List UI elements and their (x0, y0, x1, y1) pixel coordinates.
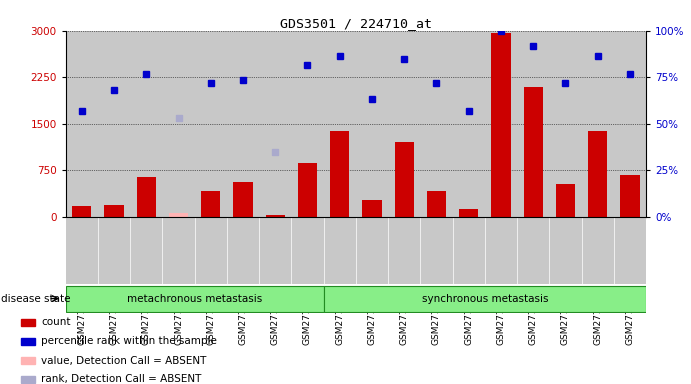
Bar (524, 87, 543, 217)
Bar (556, 184, 575, 217)
Bar (195, 217, 227, 284)
Bar (453, 217, 485, 284)
Bar (323, 31, 356, 217)
Text: count: count (41, 317, 71, 327)
Text: value, Detection Call = ABSENT: value, Detection Call = ABSENT (41, 356, 207, 366)
Bar (162, 217, 195, 284)
Bar (169, 213, 188, 217)
Bar (491, 33, 511, 217)
Bar (265, 215, 285, 217)
Bar (104, 205, 124, 217)
Bar (356, 31, 388, 217)
Bar (362, 200, 381, 217)
Bar (21, 338, 35, 345)
Bar (614, 217, 646, 284)
Bar (98, 217, 130, 284)
Bar (259, 31, 292, 217)
Text: percentile rank within the sample: percentile rank within the sample (41, 336, 218, 346)
Bar (356, 217, 388, 284)
Bar (388, 31, 420, 217)
Bar (420, 217, 453, 284)
Bar (21, 376, 35, 382)
Bar (292, 31, 323, 217)
Bar (582, 31, 614, 217)
Bar (162, 31, 195, 217)
Bar (130, 217, 162, 284)
Bar (234, 182, 253, 217)
Bar (137, 177, 156, 217)
Bar (588, 131, 607, 217)
Bar (388, 217, 420, 284)
Text: metachronous metastasis: metachronous metastasis (127, 293, 263, 304)
Bar (98, 31, 130, 217)
Text: rank, Detection Call = ABSENT: rank, Detection Call = ABSENT (41, 374, 202, 384)
Bar (330, 131, 350, 217)
Bar (227, 31, 259, 217)
Bar (66, 31, 98, 217)
Bar (517, 217, 549, 284)
Bar (21, 319, 35, 326)
Bar (420, 31, 453, 217)
Bar (130, 31, 162, 217)
Bar (195, 31, 227, 217)
Bar (259, 217, 292, 284)
Text: synchronous metastasis: synchronous metastasis (422, 293, 548, 304)
Bar (201, 191, 220, 217)
Bar (395, 142, 414, 217)
Bar (72, 206, 91, 217)
Bar (66, 286, 323, 311)
Bar (292, 217, 323, 284)
Bar (459, 209, 478, 217)
Bar (485, 31, 517, 217)
Bar (453, 31, 485, 217)
Bar (614, 31, 646, 217)
Bar (323, 286, 646, 311)
Bar (621, 175, 640, 217)
Bar (298, 163, 317, 217)
Bar (323, 217, 356, 284)
Bar (227, 217, 259, 284)
Bar (549, 217, 582, 284)
Bar (66, 217, 98, 284)
Title: GDS3501 / 224710_at: GDS3501 / 224710_at (280, 17, 432, 30)
Bar (517, 31, 549, 217)
Bar (485, 217, 517, 284)
Bar (549, 31, 582, 217)
Bar (427, 191, 446, 217)
Text: disease state: disease state (1, 293, 70, 304)
Bar (582, 217, 614, 284)
Bar (21, 357, 35, 364)
